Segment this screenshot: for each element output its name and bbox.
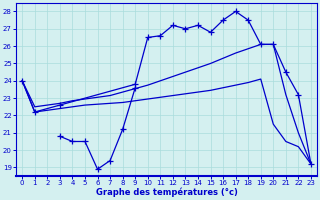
X-axis label: Graphe des températures (°c): Graphe des températures (°c) [96, 188, 237, 197]
